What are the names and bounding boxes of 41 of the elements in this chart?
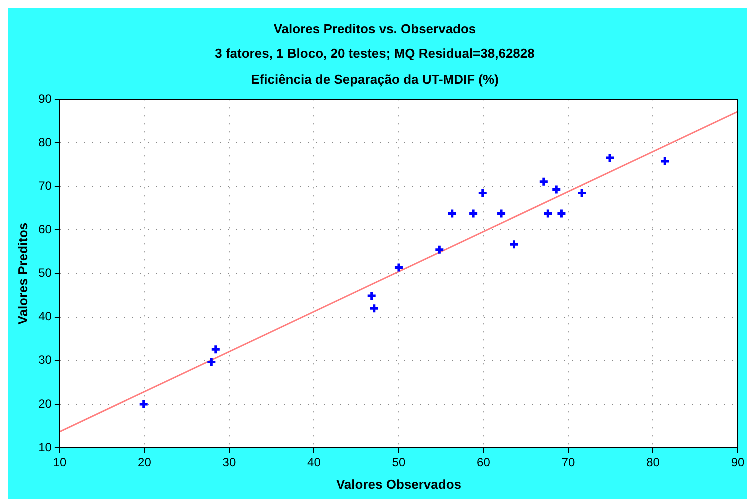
point <box>576 188 588 198</box>
point <box>468 208 479 219</box>
point <box>551 184 562 195</box>
y-tick-label: 30 <box>38 353 52 368</box>
y-axis-title: Valores Preditos <box>15 222 30 325</box>
chart-subtitle: 3 fatores, 1 Bloco, 20 testes; MQ Residual=38,62828 Eficiência de Separação da UT-MDIF (%) <box>215 46 535 88</box>
y-tick-label: 60 <box>38 222 52 237</box>
y-tick-label: 20 <box>38 396 52 411</box>
point <box>542 208 554 219</box>
y-tick-label: 10 <box>38 440 52 454</box>
x-tick-label: 60 <box>477 456 491 470</box>
x-tick-label: 50 <box>392 456 406 470</box>
point <box>604 152 616 164</box>
point <box>138 399 150 410</box>
x-tick-label: 20 <box>138 456 152 470</box>
y-tick-label: 50 <box>38 266 52 280</box>
y-tick-label: 40 <box>38 310 52 324</box>
point <box>447 208 458 219</box>
x-tick-label: 40 <box>308 456 322 470</box>
point <box>660 156 670 167</box>
point <box>206 356 217 368</box>
point <box>434 244 445 256</box>
x-tick-label: 90 <box>731 456 745 470</box>
x-axis-title: Valores Observados <box>336 476 462 492</box>
point <box>508 239 520 250</box>
point <box>366 290 378 302</box>
point <box>210 344 222 355</box>
point <box>478 188 488 198</box>
chart-title: Valores Preditos vs. Observados <box>274 21 476 36</box>
point <box>496 208 507 219</box>
y-tick-label: 80 <box>38 135 52 150</box>
x-tick-label: 30 <box>222 456 236 470</box>
y-tick-label: 90 <box>38 92 52 106</box>
x-tick-label: 70 <box>562 456 576 470</box>
point <box>369 303 380 314</box>
point <box>556 208 567 219</box>
y-tick-label: 70 <box>38 179 52 194</box>
x-tick-label: 80 <box>646 456 660 470</box>
point <box>394 262 404 273</box>
point <box>538 176 550 188</box>
x-tick-label: 10 <box>53 456 67 470</box>
